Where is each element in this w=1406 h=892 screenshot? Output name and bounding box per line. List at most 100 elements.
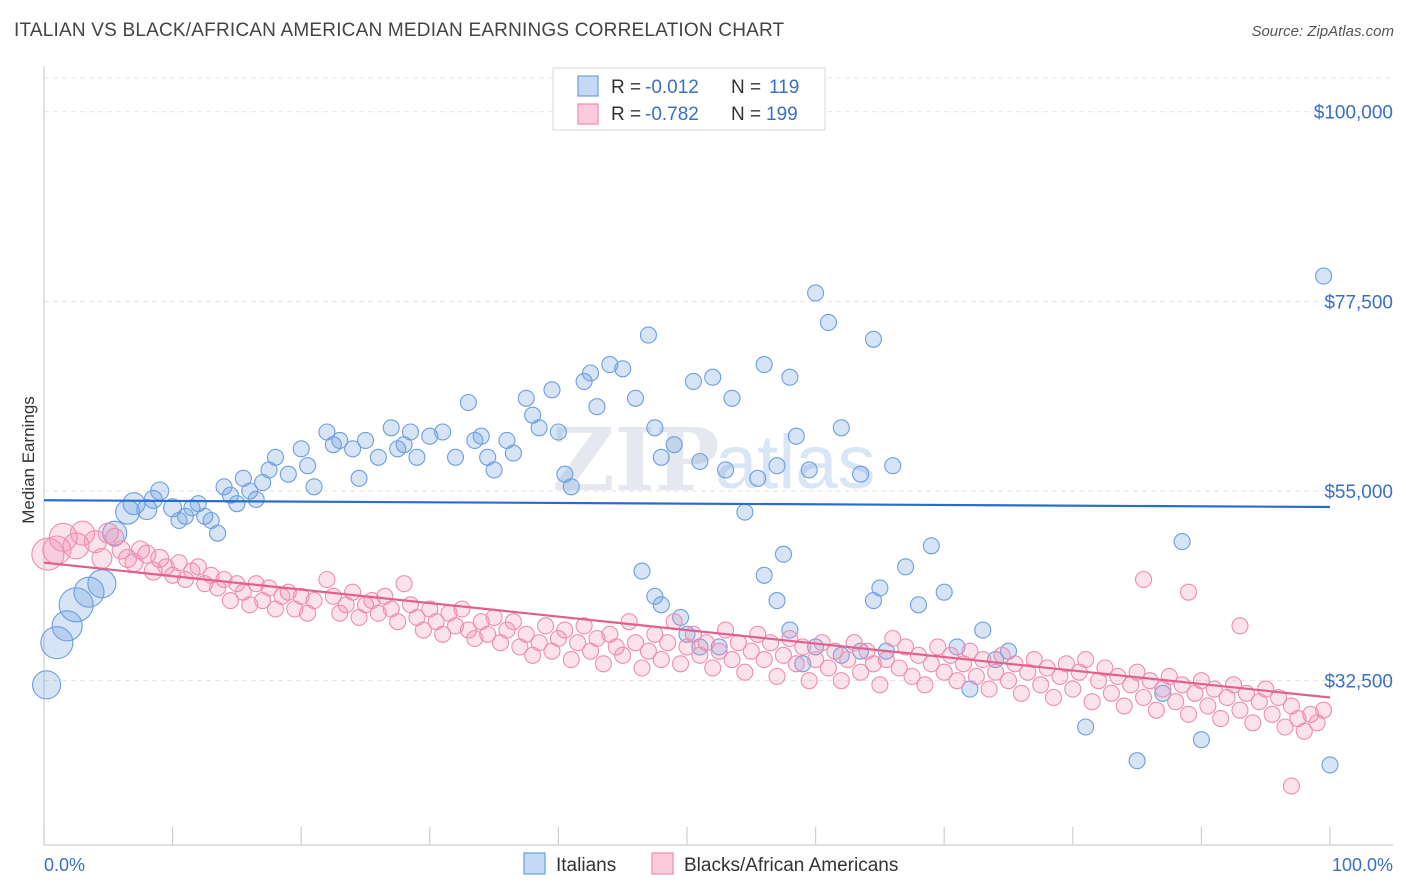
point-blacks	[787, 655, 805, 673]
point-blacks	[890, 659, 908, 677]
point-italians	[266, 448, 285, 466]
point-blacks	[1064, 680, 1082, 698]
x-tick-label-min: 0.0%	[44, 855, 85, 875]
legend-r-label-blacks: R =	[611, 104, 641, 125]
point-blacks	[1134, 570, 1153, 589]
point-blacks	[1179, 583, 1198, 601]
point-italians	[755, 566, 773, 584]
point-blacks	[614, 646, 632, 664]
point-italians	[421, 427, 439, 445]
point-blacks	[736, 663, 754, 681]
point-blacks	[1282, 777, 1300, 795]
point-italians	[459, 393, 477, 412]
point-blacks	[389, 613, 407, 631]
point-italians	[575, 372, 593, 390]
trend-line-italians	[43, 499, 1331, 509]
point-blacks	[588, 629, 606, 648]
point-italians	[819, 313, 838, 331]
point-blacks	[344, 583, 362, 601]
series-legend: Italians Blacks/African Americans	[523, 852, 898, 876]
series-legend-label-italians: Italians	[556, 855, 616, 876]
point-blacks	[826, 642, 844, 660]
point-italians	[684, 372, 702, 390]
y-tick-label: $100,000	[1314, 103, 1393, 124]
point-blacks	[697, 634, 715, 652]
point-blacks	[967, 667, 985, 685]
point-italians	[832, 419, 850, 437]
point-italians	[639, 326, 657, 344]
legend-swatch-blacks	[577, 103, 599, 125]
point-blacks	[562, 651, 580, 669]
legend-swatch-italians	[577, 75, 599, 97]
point-blacks	[1179, 705, 1198, 723]
series-legend-swatch-blacks	[651, 852, 674, 875]
point-italians	[800, 461, 818, 479]
point-italians	[768, 457, 786, 475]
point-blacks	[1295, 722, 1313, 740]
point-italians	[633, 562, 651, 580]
point-italians	[909, 596, 928, 614]
point-italians	[652, 596, 670, 614]
point-blacks	[942, 646, 960, 664]
point-italians	[974, 621, 992, 639]
point-blacks	[1167, 693, 1185, 711]
point-blacks	[871, 676, 889, 694]
point-blacks	[704, 659, 722, 677]
point-blacks	[575, 617, 593, 635]
series-legend-label-blacks: Blacks/African Americans	[684, 855, 898, 876]
point-italians	[176, 507, 195, 525]
point-italians	[935, 583, 953, 601]
point-italians	[504, 444, 522, 462]
point-blacks	[434, 625, 452, 643]
point-blacks	[1302, 705, 1320, 723]
point-italians	[922, 537, 940, 555]
point-blacks	[459, 621, 477, 639]
point-blacks	[1147, 701, 1165, 719]
point-blacks	[466, 629, 484, 648]
point-italians	[710, 638, 728, 656]
point-italians	[588, 398, 606, 416]
point-italians	[446, 448, 465, 466]
point-blacks	[176, 570, 195, 589]
watermark: ZIP atlas	[552, 410, 876, 511]
point-blacks	[170, 554, 188, 572]
point-italians	[665, 436, 683, 454]
point-italians	[228, 495, 246, 513]
y-tick-label: $77,500	[1324, 292, 1393, 313]
point-blacks	[221, 592, 240, 610]
point-italians	[408, 448, 426, 466]
point-italians	[543, 381, 561, 399]
point-blacks	[999, 672, 1018, 690]
point-blacks	[91, 547, 113, 569]
point-blacks	[710, 642, 728, 660]
point-blacks	[1115, 697, 1133, 715]
series-legend-swatch-italians	[523, 852, 546, 875]
point-blacks	[755, 651, 773, 669]
point-blacks	[832, 672, 850, 690]
legend-n-label-italians: N =	[731, 77, 761, 98]
legend-n-value-italians: 119	[769, 77, 799, 98]
point-blacks	[980, 680, 998, 698]
point-italians	[40, 626, 74, 660]
point-blacks	[62, 532, 90, 560]
point-italians	[691, 452, 709, 471]
point-blacks	[1315, 701, 1333, 719]
point-italians	[1154, 684, 1172, 702]
point-italians	[581, 364, 600, 382]
y-axis-label: Median Earnings	[19, 396, 38, 524]
point-blacks	[189, 558, 207, 576]
point-blacks	[1141, 672, 1159, 690]
point-italians	[241, 482, 259, 500]
y-tick-label: $55,000	[1324, 482, 1393, 503]
point-italians	[136, 498, 158, 521]
point-blacks	[916, 676, 934, 694]
point-italians	[948, 638, 966, 656]
point-blacks	[839, 651, 857, 669]
point-italians	[749, 469, 767, 487]
point-blacks	[453, 600, 471, 618]
point-blacks	[594, 655, 612, 673]
point-italians	[299, 457, 317, 475]
point-italians	[51, 610, 83, 642]
axes	[43, 66, 1393, 846]
